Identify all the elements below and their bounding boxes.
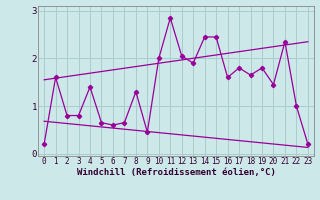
X-axis label: Windchill (Refroidissement éolien,°C): Windchill (Refroidissement éolien,°C) <box>76 168 276 177</box>
